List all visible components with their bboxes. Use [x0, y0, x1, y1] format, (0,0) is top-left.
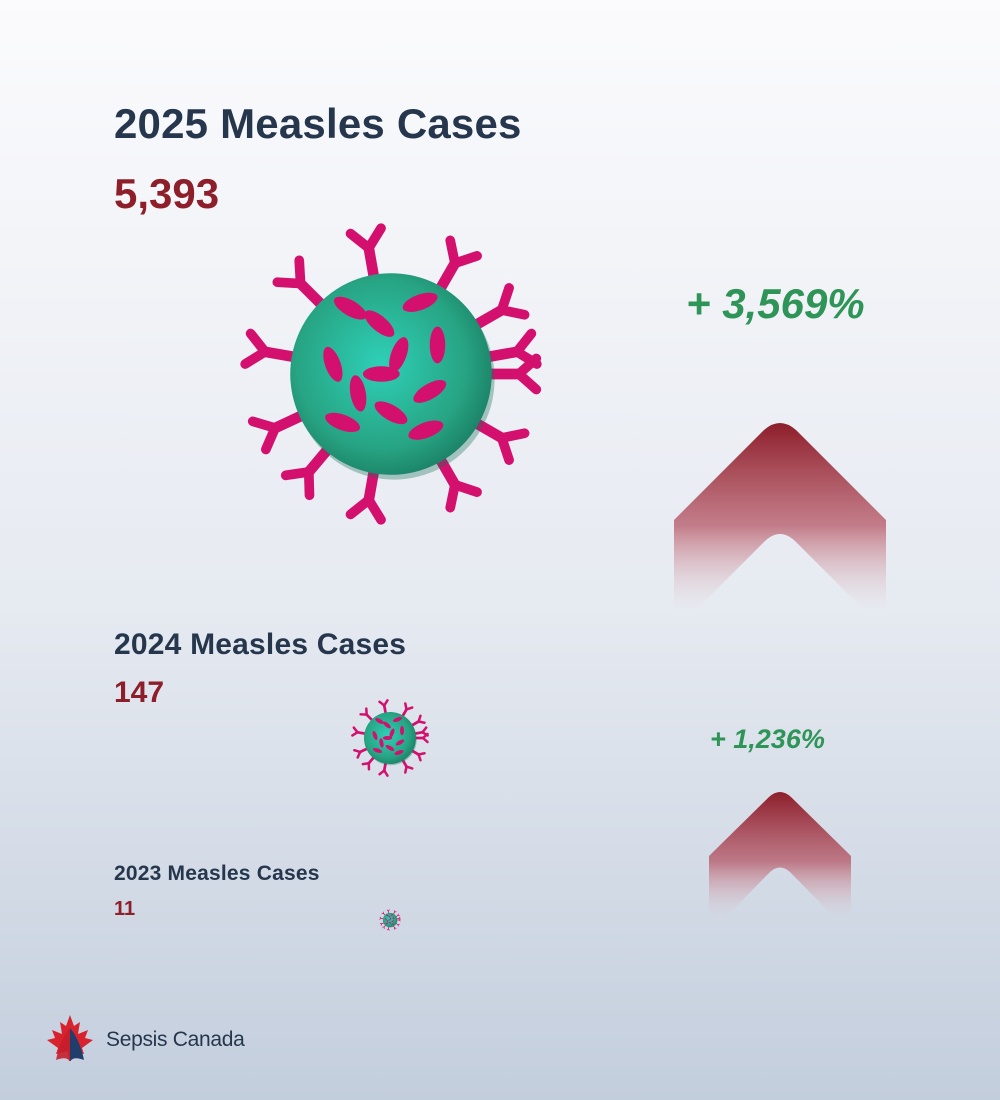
increase-percent-2025: + 3,569% [686, 280, 865, 327]
measles-virus-icon-small [379, 909, 401, 931]
title-2023: 2023 Measles Cases [114, 862, 320, 885]
count-2025: 5,393 [114, 170, 220, 217]
logo: Sepsis Canada [44, 1012, 245, 1068]
count-2024: 147 [114, 676, 165, 709]
measles-virus-icon-medium [350, 697, 430, 779]
logo-text: Sepsis Canada [106, 1028, 245, 1051]
measles-virus-icon-large [236, 216, 546, 532]
up-arrow-icon-small [709, 790, 851, 918]
increase-percent-2024: + 1,236% [710, 724, 825, 754]
title-2024: 2024 Measles Cases [114, 628, 407, 661]
title-2025: 2025 Measles Cases [114, 100, 522, 147]
maple-leaf-icon [44, 1012, 96, 1069]
up-arrow-icon-large [674, 420, 886, 610]
count-2023: 11 [114, 898, 136, 920]
